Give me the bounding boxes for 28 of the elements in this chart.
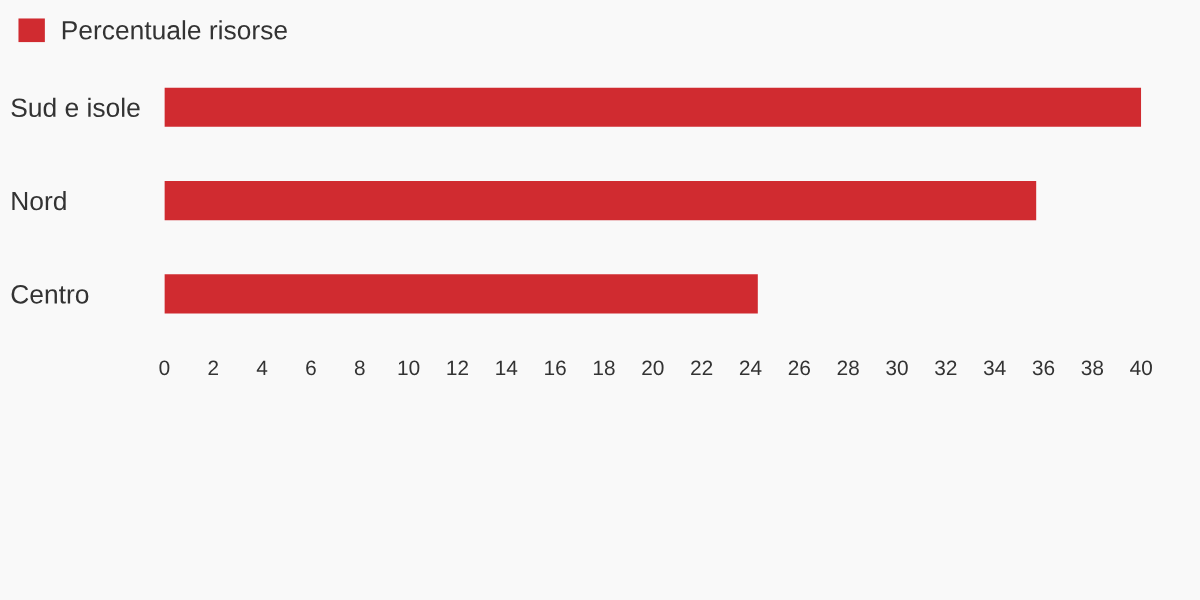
x-tick-label: 0 bbox=[159, 360, 170, 376]
x-tick-label: 10 bbox=[398, 360, 420, 376]
x-tick-label: 4 bbox=[256, 360, 268, 376]
x-tick-label: 12 bbox=[447, 360, 468, 376]
x-tick-label: 8 bbox=[354, 360, 365, 376]
x-tick-label: 28 bbox=[837, 360, 859, 376]
x-tick-label: 22 bbox=[691, 360, 713, 376]
y-tick-label: Nord bbox=[12, 190, 66, 211]
x-tick-label: 14 bbox=[496, 360, 518, 376]
x-tick-label: 16 bbox=[545, 360, 566, 376]
x-tick-label: 18 bbox=[593, 360, 615, 376]
x-tick-label: 34 bbox=[983, 360, 1006, 376]
x-tick-label: 40 bbox=[1130, 360, 1152, 376]
y-tick-label: Sud e isole bbox=[11, 97, 140, 118]
bar bbox=[164, 87, 1142, 127]
x-tick-label: 24 bbox=[739, 360, 762, 376]
x-tick-label: 32 bbox=[935, 360, 957, 376]
y-tick-label: Centro bbox=[11, 284, 89, 304]
x-tick-label: 2 bbox=[208, 360, 218, 376]
x-tick-label: 36 bbox=[1032, 360, 1055, 376]
bar bbox=[164, 180, 1037, 221]
x-tick-label: 20 bbox=[642, 360, 664, 376]
x-tick-label: 26 bbox=[788, 360, 810, 376]
x-tick-label: 38 bbox=[1081, 360, 1104, 376]
legend-label: Percentuale risorse bbox=[62, 20, 287, 40]
x-tick-label: 6 bbox=[306, 360, 316, 376]
bar bbox=[164, 274, 758, 314]
x-tick-label: 30 bbox=[886, 360, 908, 376]
